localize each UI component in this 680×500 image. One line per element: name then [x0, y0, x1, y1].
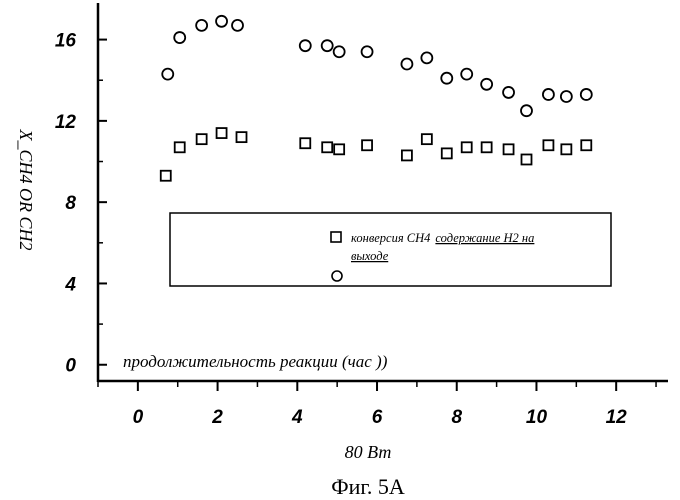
circle-data-point: [461, 69, 472, 80]
circle-data-point: [503, 87, 514, 98]
circle-data-point: [561, 91, 572, 102]
circle-data-point: [300, 40, 311, 51]
square-data-point: [402, 150, 412, 160]
legend-box: [170, 213, 611, 286]
legend-marker-circle: [332, 271, 342, 281]
circle-data-point: [421, 52, 432, 63]
square-data-point: [175, 142, 185, 152]
legend-label-1-extra: содержание H2 на: [435, 231, 534, 245]
y-axis-label: X_CH4 OR CH2: [16, 129, 36, 251]
legend: конверсия CH4 содержание H2 на выходе: [170, 213, 611, 286]
square-data-point: [334, 144, 344, 154]
square-data-point: [422, 134, 432, 144]
square-data-point: [362, 140, 372, 150]
x-tick-label: 2: [211, 407, 223, 428]
circle-data-point: [162, 69, 173, 80]
x-axis-label: 80 Вт: [345, 442, 392, 462]
circle-data-point: [581, 89, 592, 100]
circle-data-point: [401, 58, 412, 69]
square-data-point: [217, 128, 227, 138]
square-data-point: [504, 144, 514, 154]
square-data-point: [442, 148, 452, 158]
x-tick-label: 4: [291, 407, 303, 428]
circle-data-point: [521, 105, 532, 116]
legend-label-1: конверсия CH4 содержание H2 на: [351, 231, 534, 245]
data-points: [161, 16, 592, 181]
x-tick-label: 10: [526, 407, 548, 428]
legend-marker-square: [331, 232, 341, 242]
x-tick-label: 6: [372, 407, 383, 428]
square-data-point: [236, 132, 246, 142]
square-data-point: [543, 140, 553, 150]
y-tick-label: 0: [65, 356, 76, 377]
circle-data-point: [232, 20, 243, 31]
legend-label-1-main: конверсия CH4: [351, 231, 430, 245]
y-tick-label: 12: [55, 112, 77, 133]
y-tick-label: 16: [55, 31, 77, 52]
y-tick-label: 8: [65, 193, 76, 214]
x-ticks: 0 2 4 6 8 10 12: [98, 381, 656, 428]
x-tick-label: 12: [606, 407, 628, 428]
x-tick-label: 0: [133, 407, 144, 428]
circle-data-point: [322, 40, 333, 51]
square-data-point: [581, 140, 591, 150]
circle-data-point: [543, 89, 554, 100]
x-tick-label: 8: [451, 407, 462, 428]
circle-data-point: [174, 32, 185, 43]
square-data-point: [521, 154, 531, 164]
square-data-point: [300, 138, 310, 148]
circle-data-point: [441, 73, 452, 84]
square-data-point: [482, 142, 492, 152]
legend-label-2: выходе: [351, 249, 389, 263]
annotation-text: продолжительность реакции (час )): [123, 352, 388, 371]
y-tick-label: 4: [64, 274, 76, 295]
square-data-point: [322, 142, 332, 152]
circle-data-point: [334, 46, 345, 57]
figure-caption: Фиг. 5А: [331, 474, 405, 499]
square-data-point: [197, 134, 207, 144]
circle-data-point: [196, 20, 207, 31]
circle-data-point: [481, 79, 492, 90]
square-data-point: [561, 144, 571, 154]
axes: [98, 3, 668, 382]
circle-data-point: [362, 46, 373, 57]
circle-data-point: [216, 16, 227, 27]
square-data-point: [161, 171, 171, 181]
square-data-point: [462, 142, 472, 152]
